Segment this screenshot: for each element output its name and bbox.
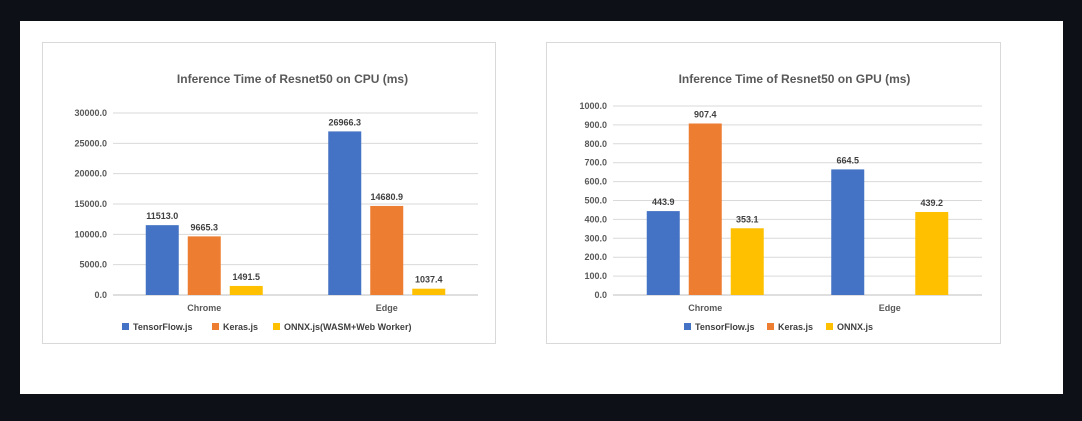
gpu-data-label: 907.4 xyxy=(694,110,717,120)
cpu-data-label: 11513.0 xyxy=(146,211,178,221)
gpu-y-tick-label: 200.0 xyxy=(584,252,607,262)
gpu-y-tick-label: 1000.0 xyxy=(579,101,607,111)
gpu-legend-label: ONNX.js xyxy=(837,322,873,332)
gpu-y-tick-label: 300.0 xyxy=(584,233,607,243)
cpu-bar-edge-1 xyxy=(370,205,404,295)
gpu-y-tick-label: 700.0 xyxy=(584,158,607,168)
gpu-category-label: Edge xyxy=(879,303,901,313)
cpu-chart-title: Inference Time of Resnet50 on CPU (ms) xyxy=(177,72,408,86)
gpu-bar-edge-0 xyxy=(831,169,865,295)
cpu-bar-chrome-1 xyxy=(187,236,221,295)
cpu-y-tick-label: 0.0 xyxy=(94,290,107,300)
cpu-data-label: 9665.3 xyxy=(190,222,218,232)
cpu-bar-edge-2 xyxy=(412,288,446,295)
cpu-legend-swatch xyxy=(212,323,219,330)
gpu-legend-swatch xyxy=(767,323,774,330)
gpu-bar-chrome-0 xyxy=(646,211,680,295)
cpu-category-label: Edge xyxy=(376,303,398,313)
gpu-y-tick-label: 100.0 xyxy=(584,271,607,281)
gpu-y-tick-label: 800.0 xyxy=(584,139,607,149)
gpu-data-label: 439.2 xyxy=(920,198,943,208)
cpu-data-label: 1491.5 xyxy=(232,272,260,282)
cpu-chart-panel: Inference Time of Resnet50 on CPU (ms) 0.… xyxy=(42,42,496,344)
gpu-data-label: 353.1 xyxy=(736,214,759,224)
cpu-legend-label: TensorFlow.js xyxy=(133,322,193,332)
cpu-bar-edge-0 xyxy=(328,131,362,295)
cpu-legend-label: ONNX.js(WASM+Web Worker) xyxy=(284,322,411,332)
gpu-bar-edge-2 xyxy=(915,211,949,295)
cpu-data-label: 14680.9 xyxy=(370,192,403,202)
gpu-bar-chrome-2 xyxy=(730,228,764,295)
cpu-category-label: Chrome xyxy=(187,303,221,313)
gpu-y-tick-label: 900.0 xyxy=(584,120,607,130)
cpu-data-label: 1037.4 xyxy=(415,275,443,285)
cpu-y-tick-label: 10000.0 xyxy=(74,229,107,239)
cpu-bar-chrome-0 xyxy=(145,225,179,295)
gpu-y-tick-label: 400.0 xyxy=(584,214,607,224)
cpu-y-tick-label: 15000.0 xyxy=(74,199,107,209)
gpu-legend-swatch xyxy=(826,323,833,330)
gpu-chart: Inference Time of Resnet50 on GPU (ms) 0.… xyxy=(579,72,982,332)
gpu-chart-title: Inference Time of Resnet50 on GPU (ms) xyxy=(679,72,911,86)
gpu-bar-chrome-1 xyxy=(688,123,722,295)
cpu-data-label: 26966.3 xyxy=(328,117,361,127)
cpu-y-tick-label: 25000.0 xyxy=(74,138,107,148)
gpu-legend-swatch xyxy=(684,323,691,330)
gpu-data-label: 664.5 xyxy=(836,155,859,165)
cpu-legend-swatch xyxy=(122,323,129,330)
cpu-bar-chrome-2 xyxy=(229,285,263,295)
cpu-legend-swatch xyxy=(273,323,280,330)
cpu-y-tick-label: 20000.0 xyxy=(74,169,107,179)
cpu-legend-label: Keras.js xyxy=(223,322,258,332)
gpu-y-tick-label: 500.0 xyxy=(584,196,607,206)
gpu-category-label: Chrome xyxy=(688,303,722,313)
cpu-y-tick-label: 5000.0 xyxy=(79,260,107,270)
gpu-chart-panel: Inference Time of Resnet50 on GPU (ms) 0.… xyxy=(546,42,1001,344)
gpu-legend-label: TensorFlow.js xyxy=(695,322,755,332)
gpu-legend-label: Keras.js xyxy=(778,322,813,332)
cpu-y-tick-label: 30000.0 xyxy=(74,108,107,118)
gpu-y-tick-label: 0.0 xyxy=(594,290,607,300)
cpu-chart: Inference Time of Resnet50 on CPU (ms) 0.… xyxy=(74,72,478,332)
gpu-y-tick-label: 600.0 xyxy=(584,177,607,187)
gpu-data-label: 443.9 xyxy=(652,197,675,207)
